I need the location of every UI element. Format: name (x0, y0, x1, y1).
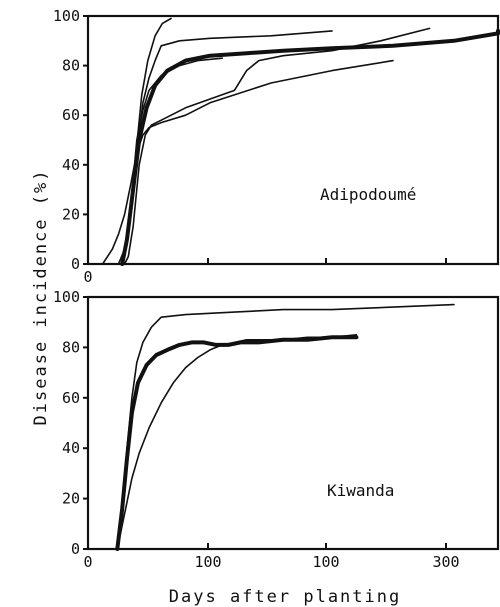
y-axis-title: Disease incidence (%) (31, 169, 51, 426)
y-tick-label: 40 (62, 156, 80, 174)
series-line-2 (117, 30, 333, 265)
x-tick-label: 100 (312, 553, 339, 571)
y-tick-label: 100 (53, 7, 80, 25)
series-line-4 (123, 27, 431, 265)
y-tick-label: 20 (62, 490, 80, 508)
y-tick-label: 60 (62, 106, 80, 124)
x-tick-label: 300 (432, 553, 459, 571)
series-line-3 (101, 59, 394, 265)
y-tick-label: 100 (53, 288, 80, 306)
panel-label-kiwanda: Kiwanda (327, 481, 394, 500)
series-line-3 (115, 335, 359, 551)
x-tick-label: 0 (83, 268, 92, 286)
y-tick-label: 0 (71, 255, 80, 273)
plot-frame-bottom (86, 295, 500, 551)
plot-frame-top (86, 14, 500, 266)
y-tick-label: 80 (62, 57, 80, 75)
y-tick-label: 80 (62, 338, 80, 356)
y-tick-label: 60 (62, 389, 80, 407)
y-tick-label: 0 (71, 540, 80, 558)
x-tick-label: 100 (194, 553, 221, 571)
series-line-6 (120, 28, 500, 266)
y-tick-label: 40 (62, 439, 80, 457)
panel-adipodoume: 0 20 40 60 80 100 0 Adipodoumé (53, 7, 500, 286)
panel-kiwanda: 0 20 40 60 80 100 0 100 100 300 Kiwanda (53, 288, 500, 571)
x-tick-label: 0 (83, 553, 92, 571)
series-line-2 (116, 333, 358, 550)
x-axis-title: Days after planting (169, 587, 401, 607)
y-tick-label: 20 (62, 205, 80, 223)
panel-label-adipodoume: Adipodoumé (320, 185, 416, 204)
